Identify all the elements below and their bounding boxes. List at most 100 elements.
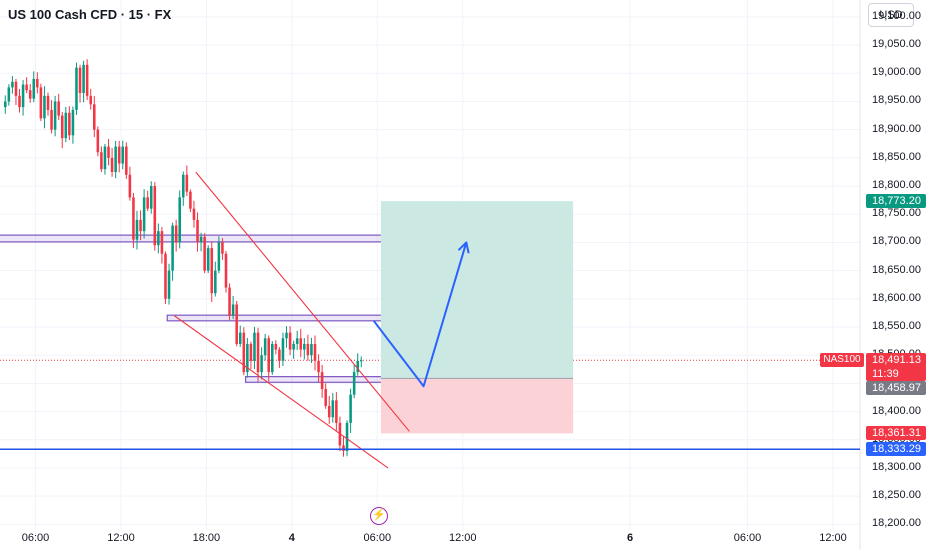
current-price-label: 18,491.13 11:39 bbox=[866, 353, 926, 382]
candle-body bbox=[317, 360, 320, 373]
x-tick-label: 12:00 bbox=[819, 532, 847, 544]
candle-body bbox=[295, 338, 299, 344]
target-zone bbox=[380, 201, 574, 379]
candle-body bbox=[125, 146, 128, 175]
candle-body bbox=[153, 186, 157, 246]
candle-body bbox=[253, 332, 256, 361]
candle-body bbox=[214, 270, 217, 294]
candlestick-series bbox=[4, 59, 363, 457]
candle-body bbox=[128, 174, 132, 198]
candle-body bbox=[121, 146, 125, 164]
candle-body bbox=[249, 343, 253, 361]
arrow-head bbox=[457, 241, 470, 254]
candle-body bbox=[299, 338, 303, 350]
y-tick-label: 18,850.00 bbox=[872, 150, 921, 163]
candle-body bbox=[60, 115, 64, 139]
candle-body bbox=[64, 112, 68, 139]
x-tick-label: 6 bbox=[626, 532, 634, 544]
y-tick-label: 18,400.00 bbox=[872, 404, 921, 417]
candle-body bbox=[157, 231, 160, 246]
y-tick-label: 18,800.00 bbox=[872, 179, 921, 192]
candle-body bbox=[110, 157, 114, 172]
currency-button[interactable]: USD bbox=[868, 3, 914, 27]
candle-body bbox=[356, 360, 359, 373]
stop-price-label: 18,361.31 bbox=[866, 426, 926, 441]
candle-body bbox=[217, 242, 221, 271]
candle-body bbox=[267, 338, 270, 373]
candle-body bbox=[310, 343, 313, 356]
candle-body bbox=[146, 197, 149, 209]
candle-body bbox=[278, 349, 281, 361]
candle-body bbox=[149, 186, 153, 209]
candle-body bbox=[117, 146, 121, 164]
current-price-value: 18,491.13 bbox=[872, 354, 921, 367]
candle-body bbox=[11, 81, 14, 88]
candle-body bbox=[327, 405, 331, 418]
candle-body bbox=[313, 343, 317, 361]
candle-body bbox=[46, 95, 50, 110]
channel-line bbox=[195, 171, 410, 432]
lightning-bolt-icon[interactable]: ⚡ bbox=[370, 507, 388, 525]
y-tick-label: 18,300.00 bbox=[872, 460, 921, 473]
candle-body bbox=[135, 219, 139, 240]
stop-zone bbox=[380, 378, 574, 434]
candle-body bbox=[132, 197, 135, 240]
candle-body bbox=[53, 101, 57, 130]
y-tick-label: 18,200.00 bbox=[872, 517, 921, 530]
candle-body bbox=[231, 304, 235, 316]
bar-countdown: 11:39 bbox=[872, 368, 899, 381]
candle-body bbox=[228, 287, 231, 316]
candle-body bbox=[39, 87, 43, 119]
candle-body bbox=[331, 400, 335, 418]
x-tick-label: 18:00 bbox=[192, 532, 221, 544]
candle-body bbox=[210, 248, 214, 294]
candle-body bbox=[103, 146, 107, 170]
candle-body bbox=[260, 355, 263, 373]
candle-body bbox=[360, 360, 363, 362]
candle-body bbox=[189, 191, 192, 209]
support-price-label: 18,333.29 bbox=[866, 442, 926, 457]
symbol-tag: NAS100 bbox=[820, 353, 864, 368]
chart-title: US 100 Cash CFD · 15 · FX bbox=[8, 7, 172, 22]
candle-body bbox=[335, 400, 338, 423]
y-tick-label: 18,700.00 bbox=[872, 235, 921, 248]
candle-body bbox=[345, 422, 349, 452]
y-tick-label: 19,000.00 bbox=[872, 66, 921, 79]
candle-body bbox=[28, 90, 32, 99]
candle-body bbox=[192, 208, 196, 220]
candle-body bbox=[292, 343, 295, 350]
candle-body bbox=[242, 332, 246, 373]
long-position-tool[interactable] bbox=[380, 201, 574, 434]
candle-body bbox=[274, 343, 278, 350]
x-tick-label: 06:00 bbox=[733, 532, 762, 544]
candle-body bbox=[199, 236, 203, 243]
candle-body bbox=[32, 78, 36, 99]
candle-body bbox=[174, 225, 178, 243]
candle-body bbox=[221, 242, 224, 254]
candle-body bbox=[139, 219, 142, 232]
falling-wedge-channel bbox=[174, 171, 410, 469]
candle-body bbox=[164, 253, 167, 299]
candle-body bbox=[93, 104, 96, 130]
candle-body bbox=[36, 78, 39, 88]
candle-body bbox=[246, 343, 249, 373]
candle-body bbox=[57, 101, 60, 116]
candle-body bbox=[167, 270, 171, 299]
candle-body bbox=[107, 146, 110, 158]
candle-body bbox=[324, 389, 327, 406]
candle-body bbox=[285, 332, 288, 339]
candle-body bbox=[71, 109, 75, 136]
candle-body bbox=[263, 338, 267, 356]
candle-body bbox=[14, 81, 18, 96]
target-price-label: 18,773.20 bbox=[866, 194, 926, 209]
candle-body bbox=[178, 197, 181, 243]
candle-body bbox=[306, 343, 310, 356]
candle-body bbox=[196, 219, 199, 243]
candle-body bbox=[114, 146, 117, 172]
candle-body bbox=[7, 87, 11, 102]
candle-body bbox=[185, 174, 189, 192]
projection-path bbox=[372, 242, 468, 388]
candle-body bbox=[288, 332, 292, 350]
candle-body bbox=[21, 84, 25, 108]
